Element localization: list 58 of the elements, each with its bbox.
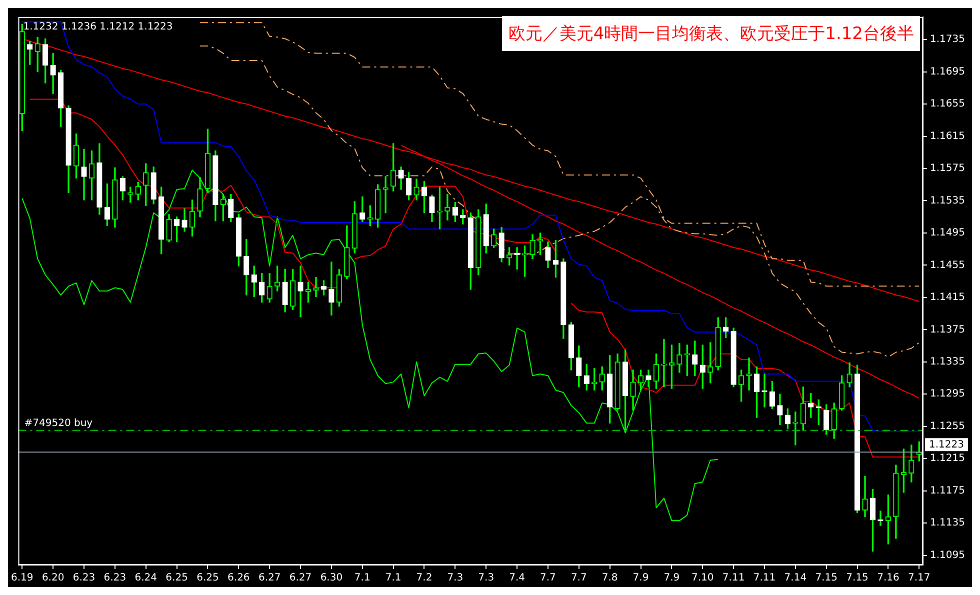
x-tick-label: 6.27 [258,572,281,584]
x-tick-label: 6.24 [134,572,157,584]
y-tick-label: 1.1575 [930,163,966,174]
x-tick-label: 7.14 [784,572,807,584]
candlestick [514,247,520,270]
y-tick-label: 1.1615 [930,130,966,142]
y-tick-label: 1.1255 [930,420,966,432]
x-tick-label: 7.8 [602,572,618,584]
x-tick-label: 6.25 [196,572,219,584]
x-tick-label: 7.15 [815,572,838,584]
x-tick-label: 6.20 [42,572,64,584]
candlestick [328,262,334,316]
y-tick-label: 1.1735 [930,34,966,46]
x-tick-label: 7.16 [877,572,900,584]
x-tick-label: 7.17 [908,572,930,584]
candlestick [50,52,56,94]
x-tick-label: 7.10 [691,572,714,584]
candlestick [81,148,87,200]
y-tick-label: 1.1495 [930,228,966,239]
y-tick-label: 1.1695 [930,66,966,78]
ref-line-label: #749520 buy [24,418,93,430]
x-tick-label: 6.23 [72,572,96,584]
y-tick-label: 1.1335 [930,356,966,368]
x-tick-label: 6.30 [320,572,343,584]
y-tick-label: 1.1655 [930,98,966,110]
x-tick-label: 7.9 [632,572,649,584]
x-tick-label: 6.19 [11,572,34,584]
y-tick-label: 1.1175 [930,485,966,496]
y-tick-label: 1.1215 [930,453,966,464]
x-tick-label: 6.26 [228,572,250,584]
x-tick-label: 7.1 [354,572,370,584]
x-tick-label: 6.23 [104,572,126,584]
annotation: 1.1232 1.1236 1.1212 1.1223 [23,22,173,33]
x-tick-label: 7.3 [447,572,464,584]
x-tick-label: 7.11 [722,572,745,584]
x-tick-label: 6.25 [166,572,188,584]
y-tick-label: 1.1095 [930,550,966,561]
x-tick-label: 7.9 [664,572,680,584]
x-tick-label: 7.11 [753,572,776,584]
x-tick-label: 7.2 [416,572,432,584]
y-tick-label: 1.1455 [930,260,966,271]
x-tick-label: 7.15 [846,572,868,584]
candlestick [313,276,319,297]
x-tick-label: 7.7 [570,572,587,584]
x-tick-label: 7.3 [478,572,494,584]
candlestick [298,266,304,318]
y-tick-label: 1.1535 [930,195,966,206]
y-tick-label: 1.1375 [930,324,966,336]
x-tick-label: 7.1 [385,572,402,584]
y-tick-label: 1.1135 [930,518,966,529]
candlestick [444,194,450,220]
x-tick-label: 7.7 [540,572,556,584]
ref-line-label: 1.1223 [929,439,964,450]
x-tick-label: 7.4 [509,572,525,584]
text: 欧元／美元4時間一目均衡表、欧元受圧于1.12台後半 [502,16,920,51]
y-tick-label: 1.1295 [930,388,966,400]
y-tick-label: 1.1415 [930,292,966,304]
x-tick-label: 6.27 [289,572,312,584]
